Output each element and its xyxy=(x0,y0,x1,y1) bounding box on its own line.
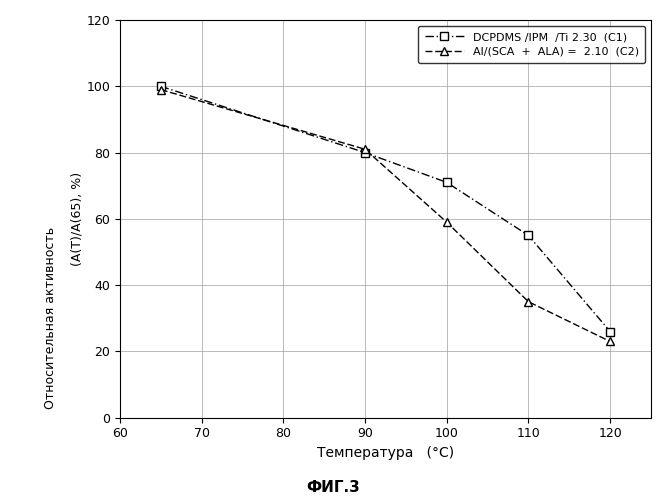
Al/(SCA  +  ALA) =  2.10  (C2) xyxy=(606,338,614,344)
Line: Al/(SCA  +  ALA) =  2.10  (C2): Al/(SCA + ALA) = 2.10 (C2) xyxy=(157,86,614,345)
Y-axis label: (A(T)/A(65), %): (A(T)/A(65), %) xyxy=(71,172,83,266)
DCPDMS /IPM  /Ti 2.30  (C1) xyxy=(443,180,451,186)
DCPDMS /IPM  /Ti 2.30  (C1) xyxy=(157,84,165,89)
DCPDMS /IPM  /Ti 2.30  (C1) xyxy=(361,150,369,156)
X-axis label: Температура   (°C): Температура (°C) xyxy=(317,446,454,460)
DCPDMS /IPM  /Ti 2.30  (C1) xyxy=(524,232,532,238)
DCPDMS /IPM  /Ti 2.30  (C1) xyxy=(606,328,614,334)
Text: ФИГ.3: ФИГ.3 xyxy=(306,480,360,495)
Al/(SCA  +  ALA) =  2.10  (C2) xyxy=(443,219,451,225)
Al/(SCA  +  ALA) =  2.10  (C2) xyxy=(361,146,369,152)
Al/(SCA  +  ALA) =  2.10  (C2) xyxy=(524,298,532,304)
Line: DCPDMS /IPM  /Ti 2.30  (C1): DCPDMS /IPM /Ti 2.30 (C1) xyxy=(157,82,614,336)
Legend: DCPDMS /IPM  /Ti 2.30  (C1), Al/(SCA  +  ALA) =  2.10  (C2): DCPDMS /IPM /Ti 2.30 (C1), Al/(SCA + ALA… xyxy=(418,26,645,64)
Text: Относительная активность: Относительная активность xyxy=(45,227,57,410)
Al/(SCA  +  ALA) =  2.10  (C2) xyxy=(157,86,165,92)
